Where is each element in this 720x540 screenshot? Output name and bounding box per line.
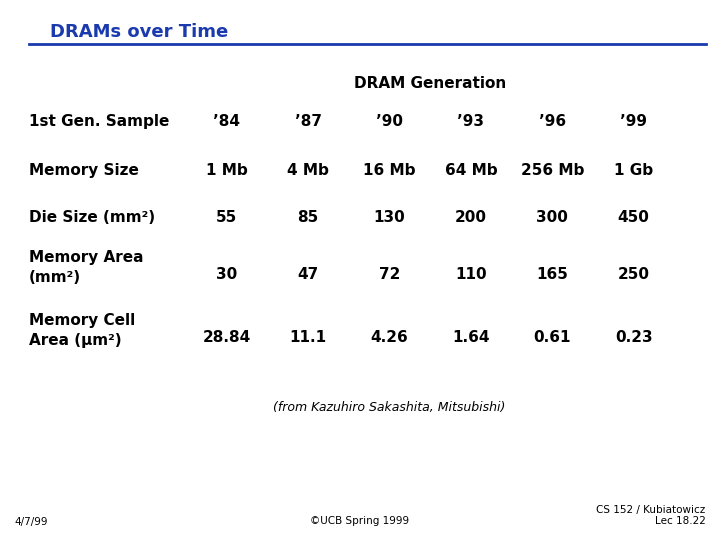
Text: 165: 165 (536, 267, 568, 282)
Text: 250: 250 (618, 267, 649, 282)
Text: 1 Gb: 1 Gb (614, 163, 653, 178)
Text: ’93: ’93 (457, 114, 485, 129)
Text: 4/7/99: 4/7/99 (14, 516, 48, 526)
Text: ’87: ’87 (294, 114, 322, 129)
Text: ©UCB Spring 1999: ©UCB Spring 1999 (310, 516, 410, 526)
Text: 72: 72 (379, 267, 400, 282)
Text: Memory Cell
Area (μm²): Memory Cell Area (μm²) (29, 313, 135, 348)
Text: ’96: ’96 (539, 114, 566, 129)
Text: 300: 300 (536, 210, 568, 225)
Text: 1 Mb: 1 Mb (206, 163, 248, 178)
Text: Memory Area
(mm²): Memory Area (mm²) (29, 250, 143, 285)
Text: 130: 130 (374, 210, 405, 225)
Text: DRAM Generation: DRAM Generation (354, 76, 506, 91)
Text: 64 Mb: 64 Mb (444, 163, 498, 178)
Text: 55: 55 (216, 210, 238, 225)
Text: 16 Mb: 16 Mb (364, 163, 415, 178)
Text: 450: 450 (618, 210, 649, 225)
Text: 110: 110 (455, 267, 487, 282)
Text: 1.64: 1.64 (452, 330, 490, 345)
Text: 47: 47 (297, 267, 319, 282)
Text: 0.23: 0.23 (615, 330, 652, 345)
Text: (from Kazuhiro Sakashita, Mitsubishi): (from Kazuhiro Sakashita, Mitsubishi) (274, 401, 505, 414)
Text: 11.1: 11.1 (289, 330, 327, 345)
Text: CS 152 / Kubiatowicz
Lec 18.22: CS 152 / Kubiatowicz Lec 18.22 (596, 505, 706, 526)
Text: 1st Gen. Sample: 1st Gen. Sample (29, 114, 169, 129)
Text: 85: 85 (297, 210, 319, 225)
Text: 28.84: 28.84 (202, 330, 251, 345)
Text: Memory Size: Memory Size (29, 163, 139, 178)
Text: ’84: ’84 (213, 114, 240, 129)
Text: 4.26: 4.26 (371, 330, 408, 345)
Text: 30: 30 (216, 267, 238, 282)
Text: 200: 200 (455, 210, 487, 225)
Text: ’90: ’90 (376, 114, 403, 129)
Text: 4 Mb: 4 Mb (287, 163, 329, 178)
Text: DRAMs over Time: DRAMs over Time (50, 23, 229, 40)
Text: 256 Mb: 256 Mb (521, 163, 584, 178)
Text: ’99: ’99 (620, 114, 647, 129)
Text: 0.61: 0.61 (534, 330, 571, 345)
Text: Die Size (mm²): Die Size (mm²) (29, 210, 155, 225)
